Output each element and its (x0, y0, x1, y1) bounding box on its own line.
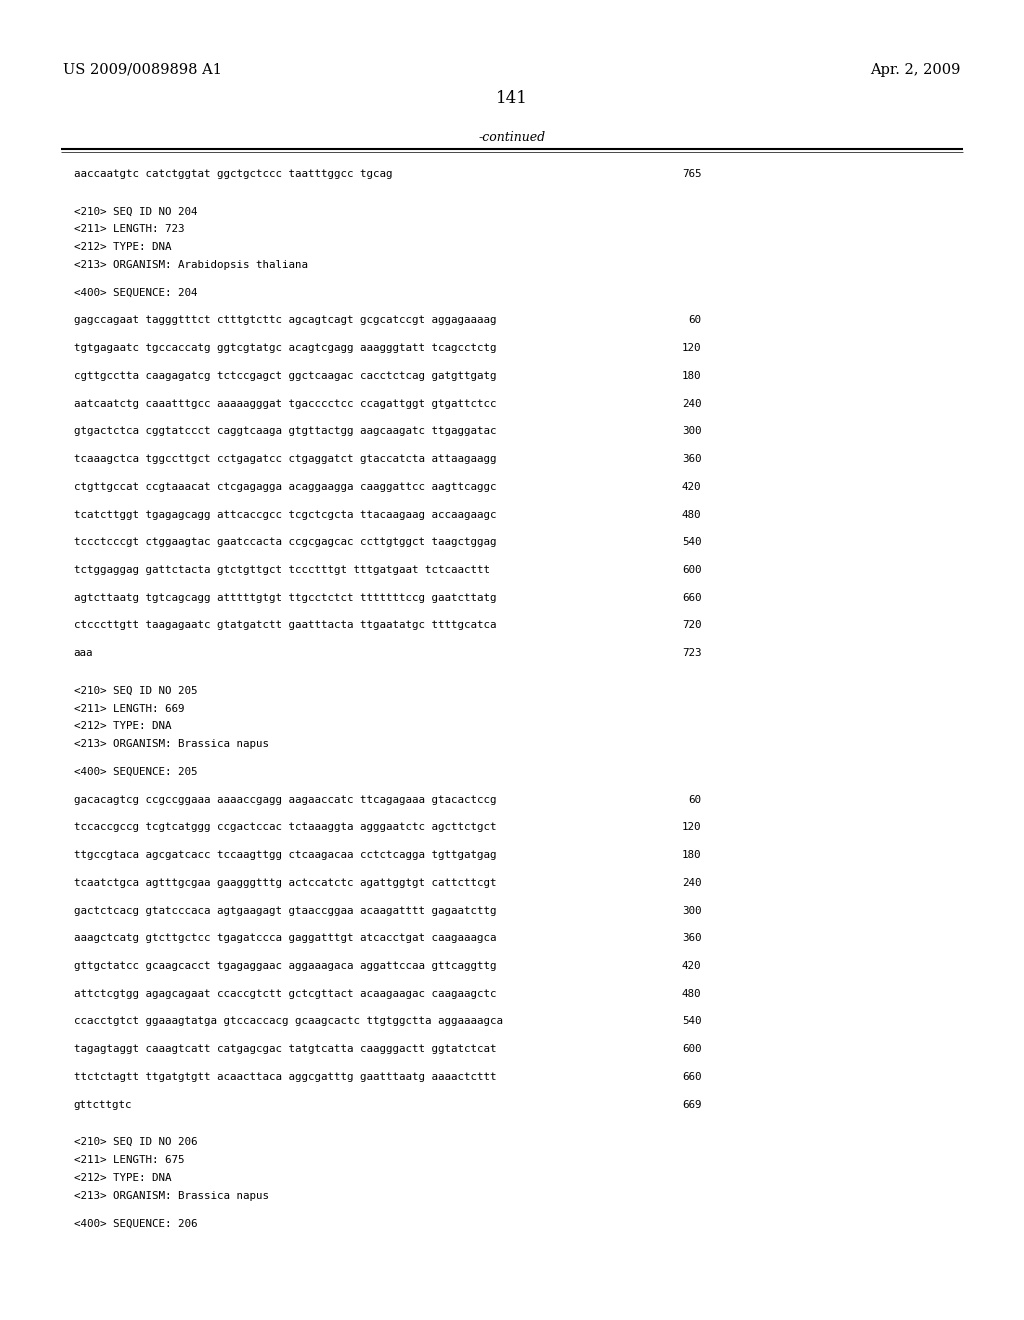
Text: US 2009/0089898 A1: US 2009/0089898 A1 (63, 63, 222, 77)
Text: 180: 180 (682, 371, 701, 381)
Text: 300: 300 (682, 906, 701, 916)
Text: 300: 300 (682, 426, 701, 437)
Text: gactctcacg gtatcccaca agtgaagagt gtaaccggaa acaagatttt gagaatcttg: gactctcacg gtatcccaca agtgaagagt gtaaccg… (74, 906, 497, 916)
Text: <211> LENGTH: 723: <211> LENGTH: 723 (74, 224, 184, 235)
Text: 600: 600 (682, 565, 701, 576)
Text: <210> SEQ ID NO 205: <210> SEQ ID NO 205 (74, 686, 198, 696)
Text: 660: 660 (682, 1072, 701, 1082)
Text: <213> ORGANISM: Brassica napus: <213> ORGANISM: Brassica napus (74, 1191, 268, 1201)
Text: tcaatctgca agtttgcgaa gaagggtttg actccatctc agattggtgt cattcttcgt: tcaatctgca agtttgcgaa gaagggtttg actccat… (74, 878, 497, 888)
Text: 240: 240 (682, 878, 701, 888)
Text: <213> ORGANISM: Arabidopsis thaliana: <213> ORGANISM: Arabidopsis thaliana (74, 260, 308, 271)
Text: 720: 720 (682, 620, 701, 631)
Text: aaccaatgtc catctggtat ggctgctccc taatttggcc tgcag: aaccaatgtc catctggtat ggctgctccc taatttg… (74, 169, 392, 180)
Text: 360: 360 (682, 933, 701, 944)
Text: tctggaggag gattctacta gtctgttgct tccctttgt tttgatgaat tctcaacttt: tctggaggag gattctacta gtctgttgct tcccttt… (74, 565, 489, 576)
Text: ttctctagtt ttgatgtgtt acaacttaca aggcgatttg gaatttaatg aaaactcttt: ttctctagtt ttgatgtgtt acaacttaca aggcgat… (74, 1072, 497, 1082)
Text: 765: 765 (682, 169, 701, 180)
Text: 60: 60 (688, 795, 701, 805)
Text: <212> TYPE: DNA: <212> TYPE: DNA (74, 722, 171, 731)
Text: -continued: -continued (478, 131, 546, 144)
Text: tcatcttggt tgagagcagg attcaccgcc tcgctcgcta ttacaagaag accaagaagc: tcatcttggt tgagagcagg attcaccgcc tcgctcg… (74, 510, 497, 520)
Text: tccaccgccg tcgtcatggg ccgactccac tctaaaggta agggaatctc agcttctgct: tccaccgccg tcgtcatggg ccgactccac tctaaag… (74, 822, 497, 833)
Text: aatcaatctg caaatttgcc aaaaagggat tgacccctcc ccagattggt gtgattctcc: aatcaatctg caaatttgcc aaaaagggat tgacccc… (74, 399, 497, 409)
Text: ttgccgtaca agcgatcacc tccaagttgg ctcaagacaa cctctcagga tgttgatgag: ttgccgtaca agcgatcacc tccaagttgg ctcaaga… (74, 850, 497, 861)
Text: 540: 540 (682, 1016, 701, 1027)
Text: 180: 180 (682, 850, 701, 861)
Text: gtgactctca cggtatccct caggtcaaga gtgttactgg aagcaagatc ttgaggatac: gtgactctca cggtatccct caggtcaaga gtgttac… (74, 426, 497, 437)
Text: <212> TYPE: DNA: <212> TYPE: DNA (74, 1173, 171, 1183)
Text: gttgctatcc gcaagcacct tgagaggaac aggaaagaca aggattccaa gttcaggttg: gttgctatcc gcaagcacct tgagaggaac aggaaag… (74, 961, 497, 972)
Text: 669: 669 (682, 1100, 701, 1110)
Text: 660: 660 (682, 593, 701, 603)
Text: tgtgagaatc tgccaccatg ggtcgtatgc acagtcgagg aaagggtatt tcagcctctg: tgtgagaatc tgccaccatg ggtcgtatgc acagtcg… (74, 343, 497, 354)
Text: tccctcccgt ctggaagtac gaatccacta ccgcgagcac ccttgtggct taagctggag: tccctcccgt ctggaagtac gaatccacta ccgcgag… (74, 537, 497, 548)
Text: aaa: aaa (74, 648, 93, 659)
Text: agtcttaatg tgtcagcagg atttttgtgt ttgcctctct tttttttccg gaatcttatg: agtcttaatg tgtcagcagg atttttgtgt ttgcctc… (74, 593, 497, 603)
Text: <400> SEQUENCE: 206: <400> SEQUENCE: 206 (74, 1218, 198, 1229)
Text: ccacctgtct ggaaagtatga gtccaccacg gcaagcactc ttgtggctta aggaaaagca: ccacctgtct ggaaagtatga gtccaccacg gcaagc… (74, 1016, 503, 1027)
Text: 723: 723 (682, 648, 701, 659)
Text: 420: 420 (682, 482, 701, 492)
Text: tcaaagctca tggccttgct cctgagatcc ctgaggatct gtaccatcta attaagaagg: tcaaagctca tggccttgct cctgagatcc ctgagga… (74, 454, 497, 465)
Text: <210> SEQ ID NO 206: <210> SEQ ID NO 206 (74, 1138, 198, 1147)
Text: ctcccttgtt taagagaatc gtatgatctt gaatttacta ttgaatatgc ttttgcatca: ctcccttgtt taagagaatc gtatgatctt gaattta… (74, 620, 497, 631)
Text: 420: 420 (682, 961, 701, 972)
Text: gacacagtcg ccgccggaaa aaaaccgagg aagaaccatc ttcagagaaa gtacactccg: gacacagtcg ccgccggaaa aaaaccgagg aagaacc… (74, 795, 497, 805)
Text: attctcgtgg agagcagaat ccaccgtctt gctcgttact acaagaagac caagaagctc: attctcgtgg agagcagaat ccaccgtctt gctcgtt… (74, 989, 497, 999)
Text: 60: 60 (688, 315, 701, 326)
Text: <211> LENGTH: 669: <211> LENGTH: 669 (74, 704, 184, 714)
Text: <212> TYPE: DNA: <212> TYPE: DNA (74, 243, 171, 252)
Text: 480: 480 (682, 510, 701, 520)
Text: 600: 600 (682, 1044, 701, 1055)
Text: aaagctcatg gtcttgctcc tgagatccca gaggatttgt atcacctgat caagaaagca: aaagctcatg gtcttgctcc tgagatccca gaggatt… (74, 933, 497, 944)
Text: 480: 480 (682, 989, 701, 999)
Text: 141: 141 (496, 90, 528, 107)
Text: 120: 120 (682, 822, 701, 833)
Text: tagagtaggt caaagtcatt catgagcgac tatgtcatta caagggactt ggtatctcat: tagagtaggt caaagtcatt catgagcgac tatgtca… (74, 1044, 497, 1055)
Text: <400> SEQUENCE: 204: <400> SEQUENCE: 204 (74, 288, 198, 298)
Text: cgttgcctta caagagatcg tctccgagct ggctcaagac cacctctcag gatgttgatg: cgttgcctta caagagatcg tctccgagct ggctcaa… (74, 371, 497, 381)
Text: <210> SEQ ID NO 204: <210> SEQ ID NO 204 (74, 207, 198, 216)
Text: Apr. 2, 2009: Apr. 2, 2009 (870, 63, 961, 77)
Text: 360: 360 (682, 454, 701, 465)
Text: <211> LENGTH: 675: <211> LENGTH: 675 (74, 1155, 184, 1166)
Text: <400> SEQUENCE: 205: <400> SEQUENCE: 205 (74, 767, 198, 777)
Text: gttcttgtc: gttcttgtc (74, 1100, 132, 1110)
Text: 240: 240 (682, 399, 701, 409)
Text: 120: 120 (682, 343, 701, 354)
Text: ctgttgccat ccgtaaacat ctcgagagga acaggaagga caaggattcc aagttcaggc: ctgttgccat ccgtaaacat ctcgagagga acaggaa… (74, 482, 497, 492)
Text: <213> ORGANISM: Brassica napus: <213> ORGANISM: Brassica napus (74, 739, 268, 750)
Text: gagccagaat tagggtttct ctttgtcttc agcagtcagt gcgcatccgt aggagaaaag: gagccagaat tagggtttct ctttgtcttc agcagtc… (74, 315, 497, 326)
Text: 540: 540 (682, 537, 701, 548)
